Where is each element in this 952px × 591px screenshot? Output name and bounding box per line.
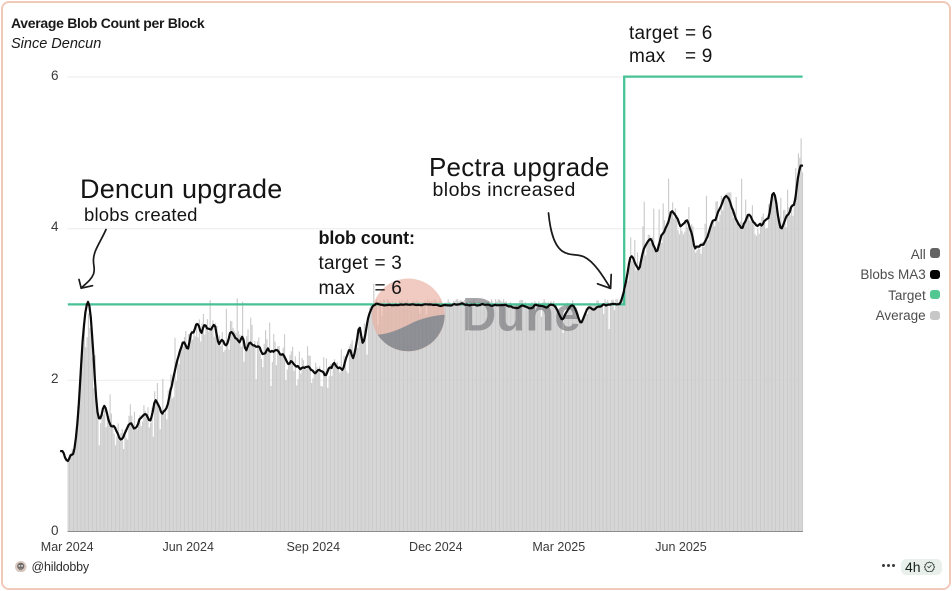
svg-text:Dune: Dune [462,289,581,342]
